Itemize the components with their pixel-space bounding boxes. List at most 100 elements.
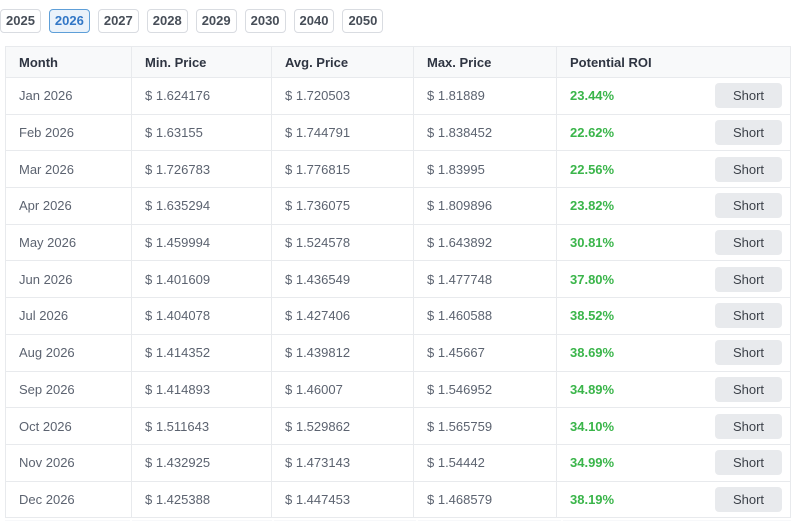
max-price-cell: $ 1.546952 [413, 371, 556, 408]
short-button[interactable]: Short [715, 120, 782, 146]
column-header-potential-roi: Potential ROI [556, 47, 790, 77]
min-price-cell: $ 1.726783 [131, 151, 271, 188]
month-cell: Jun 2026 [19, 271, 73, 287]
roi-value: 38.69% [570, 345, 615, 361]
month-cell: Mar 2026 [19, 161, 74, 177]
column-header-min-price: Min. Price [131, 47, 271, 77]
short-button[interactable]: Short [715, 340, 782, 366]
year-tab-2029[interactable]: 2029 [195, 9, 237, 33]
short-button[interactable]: Short [715, 230, 782, 256]
table-row: Nov 2026 $ 1.432925 $ 1.473143 $ 1.54442 34.… [6, 443, 790, 481]
short-button[interactable]: Short [715, 450, 782, 476]
min-price-cell: $ 1.624176 [131, 78, 271, 114]
potential-roi-cell: 22.62% Short [556, 114, 790, 151]
table-row: Sep 2026 $ 1.414893 $ 1.46007 $ 1.546952 34.… [6, 370, 790, 408]
month-cell: Jul 2026 [19, 308, 69, 324]
roi-value: 38.19% [570, 491, 615, 507]
month-cell: Dec 2026 [19, 491, 75, 507]
min-price-cell: $ 1.414352 [131, 334, 271, 371]
table-row: Dec 2026 $ 1.425388 $ 1.447453 $ 1.468579 38… [6, 480, 790, 518]
potential-roi-cell: 34.89% Short [556, 371, 790, 408]
year-tab-2040[interactable]: 2040 [293, 9, 335, 33]
min-price-cell: $ 1.459994 [131, 224, 271, 261]
table-row: Jul 2026 $ 1.404078 $ 1.427406 $ 1.460588 38… [6, 297, 790, 334]
avg-price-cell: $ 1.427406 [271, 298, 413, 334]
avg-price-cell: $ 1.736075 [271, 188, 413, 224]
month-cell: Feb 2026 [19, 125, 74, 141]
short-button[interactable]: Short [715, 156, 782, 182]
roi-value: 30.81% [570, 235, 615, 251]
avg-price-cell: $ 1.524578 [271, 224, 413, 261]
potential-roi-cell: 23.44% Short [556, 78, 790, 114]
short-button[interactable]: Short [715, 303, 782, 329]
roi-value: 34.89% [570, 381, 615, 397]
year-tab-2025[interactable]: 2025 [0, 9, 41, 33]
roi-value: 37.80% [570, 271, 615, 287]
max-price-cell: $ 1.477748 [413, 261, 556, 298]
avg-price-cell: $ 1.529862 [271, 408, 413, 444]
avg-price-cell: $ 1.720503 [271, 78, 413, 114]
roi-value: 23.82% [570, 198, 615, 214]
min-price-cell: $ 1.63155 [131, 114, 271, 151]
max-price-cell: $ 1.83995 [413, 151, 556, 188]
roi-value: 23.44% [570, 88, 615, 104]
max-price-cell: $ 1.468579 [413, 481, 556, 518]
min-price-cell: $ 1.425388 [131, 481, 271, 518]
table-row: Aug 2026 $ 1.414352 $ 1.439812 $ 1.45667 38.… [6, 333, 790, 371]
potential-roi-cell: 34.99% Short [556, 444, 790, 481]
max-price-cell: $ 1.460588 [413, 298, 556, 334]
max-price-cell: $ 1.838452 [413, 114, 556, 151]
potential-roi-cell: 38.19% Short [556, 481, 790, 518]
table-header-row: Month Min. Price Avg. Price Max. Price Poten… [6, 47, 790, 77]
min-price-cell: $ 1.432925 [131, 444, 271, 481]
year-tab-2030[interactable]: 2030 [244, 9, 286, 33]
avg-price-cell: $ 1.46007 [271, 371, 413, 408]
table-row: Oct 2026 $ 1.511643 $ 1.529862 $ 1.565759 34… [6, 407, 790, 444]
table-row: May 2026 $ 1.459994 $ 1.524578 $ 1.643892 30… [6, 223, 790, 261]
year-tabs: 2025 2026 2027 2028 2029 2030 2040 2050 [0, 9, 798, 33]
year-tab-2027[interactable]: 2027 [97, 9, 139, 33]
avg-price-cell: $ 1.473143 [271, 444, 413, 481]
potential-roi-cell: 23.82% Short [556, 188, 790, 224]
month-cell: Oct 2026 [19, 418, 72, 434]
short-button[interactable]: Short [715, 413, 782, 439]
short-button[interactable]: Short [715, 486, 782, 512]
year-tab-2050[interactable]: 2050 [342, 9, 384, 33]
potential-roi-cell: 22.56% Short [556, 151, 790, 188]
year-tab-2026[interactable]: 2026 [48, 9, 90, 33]
max-price-cell: $ 1.809896 [413, 188, 556, 224]
price-prediction-table: Month Min. Price Avg. Price Max. Price Poten… [5, 46, 791, 519]
potential-roi-cell: 38.52% Short [556, 298, 790, 334]
month-cell: May 2026 [19, 235, 77, 251]
table-row: Jan 2026 $ 1.624176 $ 1.720503 $ 1.81889 23.… [6, 77, 790, 114]
month-cell: Sep 2026 [19, 381, 75, 397]
short-button[interactable]: Short [715, 266, 782, 292]
short-button[interactable]: Short [715, 83, 782, 109]
month-cell: Nov 2026 [19, 455, 75, 471]
table-row: Mar 2026 $ 1.726783 $ 1.776815 $ 1.83995 22.… [6, 150, 790, 188]
potential-roi-cell: 30.81% Short [556, 224, 790, 261]
column-header-month: Month [19, 54, 58, 70]
month-cell: Aug 2026 [19, 345, 75, 361]
table-row: Jun 2026 $ 1.401609 $ 1.436549 $ 1.477748 37… [6, 260, 790, 298]
roi-value: 22.56% [570, 161, 615, 177]
month-cell: Jan 2026 [19, 88, 73, 104]
max-price-cell: $ 1.565759 [413, 408, 556, 444]
max-price-cell: $ 1.45667 [413, 334, 556, 371]
short-button[interactable]: Short [715, 193, 782, 219]
min-price-cell: $ 1.401609 [131, 261, 271, 298]
avg-price-cell: $ 1.439812 [271, 334, 413, 371]
max-price-cell: $ 1.643892 [413, 224, 556, 261]
avg-price-cell: $ 1.776815 [271, 151, 413, 188]
roi-value: 22.62% [570, 125, 615, 141]
potential-roi-cell: 34.10% Short [556, 408, 790, 444]
column-header-max-price: Max. Price [413, 47, 556, 77]
roi-value: 34.10% [570, 418, 615, 434]
table-body: Jan 2026 $ 1.624176 $ 1.720503 $ 1.81889 23.… [6, 77, 790, 518]
min-price-cell: $ 1.635294 [131, 188, 271, 224]
short-button[interactable]: Short [715, 376, 782, 402]
year-tab-2028[interactable]: 2028 [146, 9, 188, 33]
max-price-cell: $ 1.81889 [413, 78, 556, 114]
roi-value: 38.52% [570, 308, 615, 324]
column-header-avg-price: Avg. Price [271, 47, 413, 77]
